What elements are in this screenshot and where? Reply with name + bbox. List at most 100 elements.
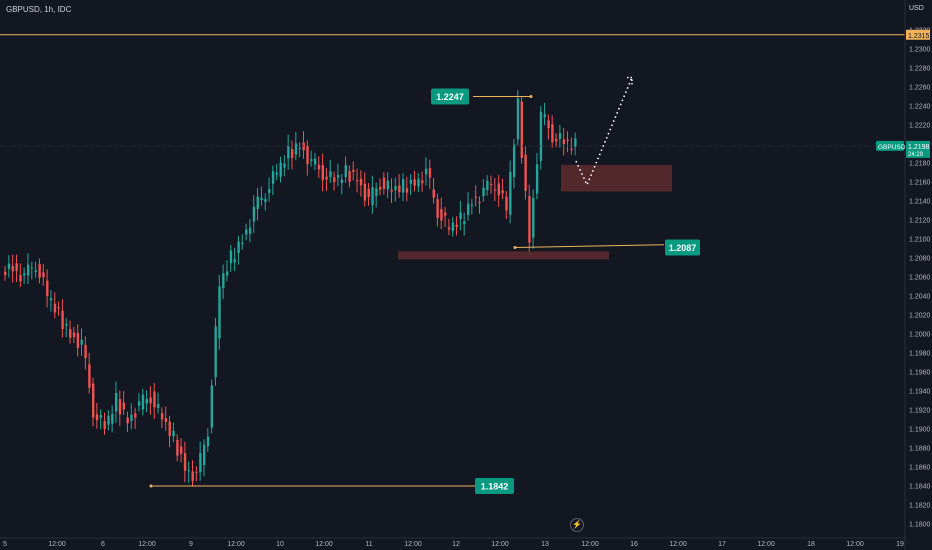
time-tick-label: 12:00 bbox=[669, 541, 687, 548]
candle-body bbox=[532, 197, 535, 238]
candle-body bbox=[287, 145, 290, 159]
price-tick-label: 1.1920 bbox=[909, 408, 931, 415]
time-tick-label: 12:00 bbox=[581, 541, 599, 548]
candle-body bbox=[72, 332, 76, 338]
candle-body bbox=[497, 183, 501, 196]
candle-body bbox=[65, 323, 68, 326]
candle-body bbox=[46, 280, 49, 296]
candle-body bbox=[512, 144, 516, 178]
candle-body bbox=[386, 180, 390, 190]
time-tick-label: 5 bbox=[3, 541, 7, 548]
candle-body bbox=[176, 439, 179, 456]
candle-body bbox=[566, 139, 569, 141]
candle-body bbox=[401, 179, 405, 193]
candle-body bbox=[111, 413, 114, 424]
low-label-box bbox=[665, 239, 700, 256]
candle-body bbox=[432, 189, 435, 198]
candle-body bbox=[141, 394, 145, 410]
candle-body bbox=[118, 399, 122, 415]
price-tick-label: 1.2280 bbox=[909, 66, 931, 73]
candle-body bbox=[551, 123, 554, 143]
candle-body bbox=[524, 154, 527, 191]
time-tick-label: 12:00 bbox=[315, 541, 333, 548]
swing-low-label: 1.1842 bbox=[481, 482, 509, 492]
candle-body bbox=[463, 221, 466, 225]
candle-body bbox=[436, 199, 439, 219]
price-tick-label: 1.2080 bbox=[909, 256, 931, 263]
low-label: 1.2087 bbox=[669, 243, 697, 253]
candle-body bbox=[256, 196, 259, 210]
candle-body bbox=[528, 196, 531, 243]
price-tick-label: 1.1880 bbox=[909, 446, 931, 453]
candle-body bbox=[336, 175, 340, 178]
symbol-price-tag bbox=[876, 140, 904, 151]
candle-body bbox=[543, 114, 546, 117]
candle-body bbox=[455, 224, 458, 227]
candle-body bbox=[444, 212, 447, 216]
candle-body bbox=[459, 212, 462, 219]
time-tick-label: 11 bbox=[365, 541, 372, 548]
candle-body bbox=[191, 471, 194, 481]
candle-body bbox=[470, 204, 474, 206]
lightning-icon[interactable]: ⚡ bbox=[570, 518, 584, 532]
candle-body bbox=[11, 266, 15, 272]
candle-body bbox=[49, 298, 53, 301]
candle-body bbox=[516, 98, 520, 140]
lower-demand-zone bbox=[398, 251, 609, 260]
candle-body bbox=[562, 139, 566, 144]
candle-body bbox=[183, 453, 187, 471]
symbol-tag-text: GBPUSD bbox=[878, 144, 906, 151]
high-label: 1.2247 bbox=[436, 92, 464, 102]
candle-body bbox=[202, 444, 206, 465]
price-tick-label: 1.2000 bbox=[909, 332, 931, 339]
candle-body bbox=[245, 229, 248, 235]
candle-body bbox=[555, 138, 558, 142]
candle-body bbox=[298, 147, 302, 149]
candle-body bbox=[145, 398, 148, 404]
candle-body bbox=[26, 264, 30, 276]
candle-body bbox=[547, 120, 550, 129]
candle-body bbox=[574, 138, 577, 147]
candle-body bbox=[275, 172, 279, 175]
time-tick-label: 12:00 bbox=[138, 541, 156, 548]
candle-body bbox=[88, 364, 91, 388]
candle-body bbox=[440, 209, 443, 221]
candle-body bbox=[325, 176, 328, 180]
price-tick-label: 1.1980 bbox=[909, 351, 931, 358]
price-tick-label: 1.1840 bbox=[909, 484, 931, 491]
candle-body bbox=[424, 168, 428, 175]
candle-body bbox=[478, 202, 481, 204]
candle-body bbox=[134, 413, 137, 418]
time-tick-label: 9 bbox=[189, 541, 193, 548]
low-point bbox=[513, 246, 517, 250]
resistance-price-tag bbox=[906, 29, 930, 40]
candle-body bbox=[195, 471, 198, 473]
candle-body bbox=[252, 206, 256, 222]
candle-body bbox=[126, 417, 129, 424]
candle-body bbox=[271, 171, 275, 184]
price-tick-label: 1.2120 bbox=[909, 218, 931, 225]
candle-body bbox=[482, 187, 485, 197]
current-price-text: 1.2198 bbox=[908, 144, 930, 151]
price-tick-label: 1.2220 bbox=[909, 123, 931, 130]
candle-body bbox=[363, 183, 367, 201]
symbol-legend[interactable]: GBPUSD, 1h, IDC bbox=[6, 5, 72, 14]
swing-low-label-box bbox=[475, 478, 514, 494]
time-tick-label: 6 bbox=[101, 541, 105, 548]
price-tick-label: 1.1960 bbox=[909, 370, 931, 377]
candle-body bbox=[15, 263, 18, 271]
candle-body bbox=[99, 415, 103, 418]
candle-body bbox=[241, 242, 244, 244]
candle-body bbox=[122, 402, 126, 410]
candle-body bbox=[57, 307, 60, 309]
time-tick-label: 19 bbox=[896, 541, 904, 548]
time-tick-label: 17 bbox=[718, 541, 726, 548]
candle-body bbox=[164, 418, 168, 423]
candle-body bbox=[38, 264, 41, 278]
time-tick-label: 10 bbox=[276, 541, 284, 548]
supply-demand-zone bbox=[561, 164, 672, 192]
candle-body bbox=[333, 177, 336, 182]
swing-low-point bbox=[149, 484, 153, 488]
